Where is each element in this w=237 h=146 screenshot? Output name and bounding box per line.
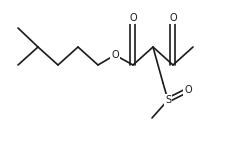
Text: O: O: [169, 13, 177, 23]
Text: O: O: [184, 85, 192, 95]
Text: O: O: [129, 13, 137, 23]
Text: O: O: [111, 50, 119, 60]
Text: S: S: [165, 95, 171, 105]
